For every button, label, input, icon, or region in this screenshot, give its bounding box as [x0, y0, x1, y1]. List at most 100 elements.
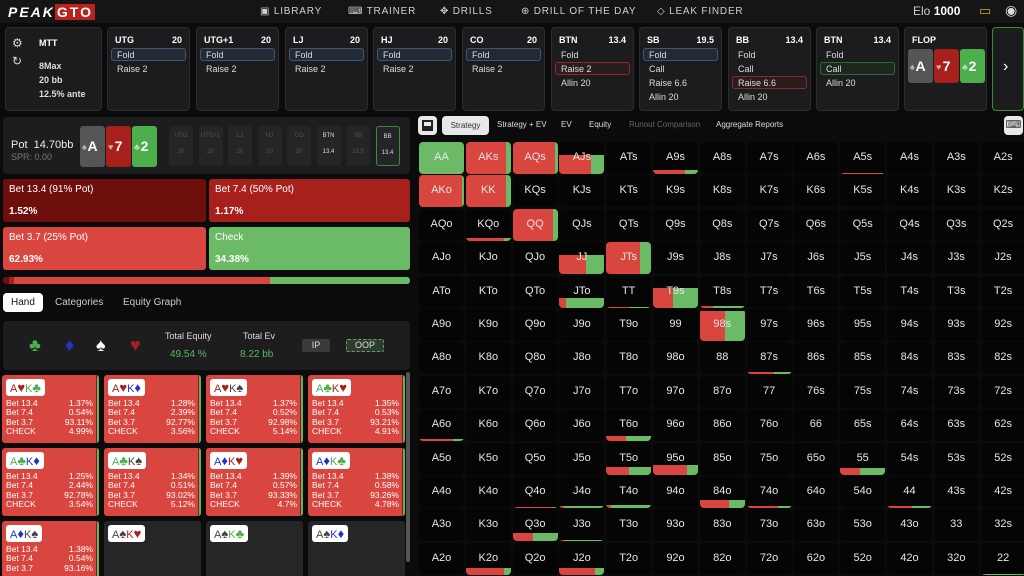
hand-cell[interactable]: 95o — [653, 442, 698, 475]
action-option[interactable]: Raise 6.6 — [649, 78, 688, 88]
hand-cell[interactable]: 77 — [746, 375, 792, 408]
hand-cell[interactable]: Q7o — [512, 375, 558, 408]
hand-cell[interactable]: J5s — [840, 242, 886, 275]
hand-cell[interactable]: 93s — [933, 309, 979, 341]
hand-cell[interactable]: 43s — [933, 476, 979, 508]
hand-cell[interactable]: 52o — [840, 542, 886, 575]
hand-cell[interactable]: T8o — [606, 342, 652, 375]
combo-card[interactable]: A♦K♠ Bet 13.4 1.38% Bet 7.4 0.54% Bet 3.7 93.1… — [2, 521, 99, 576]
hand-cell[interactable]: KJs — [559, 175, 605, 208]
hand-cell[interactable]: AQo — [419, 208, 464, 241]
hand-cell[interactable]: 64o — [793, 476, 839, 508]
hand-cell[interactable]: 75o — [746, 442, 792, 475]
hand-cell[interactable]: J5o — [559, 442, 605, 475]
logo[interactable]: PEAK GTO — [8, 4, 95, 20]
hand-cell[interactable]: 76s — [793, 375, 839, 408]
hand-cell[interactable]: Q5s — [840, 208, 886, 241]
hand-cell[interactable]: K8s — [699, 175, 745, 208]
diamond-filter-icon[interactable]: ♦ — [65, 335, 75, 355]
tab-aggregate-reports[interactable]: Aggregate Reports — [716, 120, 784, 129]
hand-cell[interactable]: J4o — [559, 476, 605, 508]
hand-cell[interactable]: ATo — [419, 275, 464, 308]
hand-cell[interactable]: 94s — [887, 309, 932, 341]
hand-cell[interactable]: 43o — [887, 509, 932, 542]
hand-cell[interactable]: KQs — [512, 175, 558, 208]
hand-cell[interactable]: J9s — [653, 242, 698, 275]
hand-cell[interactable]: Q7s — [746, 208, 792, 241]
hand-cell[interactable]: 32s — [980, 509, 1024, 542]
hand-cell[interactable]: A6o — [419, 409, 464, 442]
hand-cell[interactable]: 88 — [699, 342, 745, 375]
hand-cell[interactable]: 62s — [980, 409, 1024, 442]
action-option[interactable]: Allin 20 — [649, 92, 679, 102]
hand-cell[interactable]: 42o — [887, 542, 932, 575]
hand-cell[interactable]: J7s — [746, 242, 792, 275]
seat-hj[interactable]: HJ 20 — [257, 126, 282, 166]
action-option[interactable]: Raise 2 — [295, 64, 326, 74]
hand-cell[interactable]: 98o — [653, 342, 698, 375]
action-option[interactable]: Raise 2 — [555, 62, 630, 75]
hand-cell[interactable]: J3s — [933, 242, 979, 275]
action-option[interactable]: Fold — [643, 48, 718, 61]
action-option[interactable]: Raise 2 — [206, 64, 237, 74]
hand-cell[interactable]: A6s — [793, 142, 839, 174]
hand-cell[interactable]: 85o — [699, 442, 745, 475]
hand-cell[interactable]: 76o — [746, 409, 792, 442]
chevron-right-icon[interactable]: › — [1003, 58, 1009, 75]
hand-cell[interactable]: 84s — [887, 342, 932, 375]
combo-card[interactable]: A♣K♠ Bet 13.4 1.34% Bet 7.4 0.51% Bet 3.7 93.0… — [104, 448, 201, 516]
hand-cell[interactable]: T3s — [933, 275, 979, 308]
hand-cell[interactable]: 98s — [699, 309, 745, 341]
hand-cell[interactable]: 82o — [699, 542, 745, 575]
hand-cell[interactable]: AKs — [465, 142, 511, 174]
hand-cell[interactable]: A5o — [419, 442, 464, 475]
hand-cell[interactable]: K2s — [980, 175, 1024, 208]
hand-cell[interactable]: Q3o — [512, 509, 558, 542]
flop-card[interactable]: FLOP ♠ A ♥ 7 ♣ 2 — [904, 27, 987, 111]
combo-card[interactable]: A♥K♠ Bet 13.4 1.37% Bet 7.4 0.52% Bet 3.7 92.9… — [206, 375, 303, 443]
gamepad-icon[interactable]: ⌨ — [1004, 116, 1023, 135]
action-option[interactable]: Allin 20 — [561, 78, 591, 88]
hand-cell[interactable]: K7s — [746, 175, 792, 208]
hand-cell[interactable]: J7o — [559, 375, 605, 408]
hand-cell[interactable]: KK — [465, 175, 511, 208]
hand-cell[interactable]: 64s — [887, 409, 932, 442]
hand-cell[interactable]: 42s — [980, 476, 1024, 508]
nav-drills[interactable]: ✥ DRILLS — [440, 6, 493, 17]
hand-cell[interactable]: J6o — [559, 409, 605, 442]
seat-lj[interactable]: LJ 20 — [228, 126, 252, 166]
action-option[interactable]: Raise 2 — [383, 64, 414, 74]
hand-cell[interactable]: QQ — [512, 208, 558, 241]
hand-cell[interactable]: 55 — [840, 442, 886, 475]
combo-card[interactable]: A♦K♣ Bet 13.4 1.38% Bet 7.4 0.58% Bet 3.7 93.2… — [308, 448, 405, 516]
hand-cell[interactable]: T5o — [606, 442, 652, 475]
strategy-action-1[interactable]: Bet 7.4 (50% Pot) 1.17% — [209, 179, 410, 222]
hand-cell[interactable]: Q2s — [980, 208, 1024, 241]
hand-cell[interactable]: 87s — [746, 342, 792, 375]
hand-cell[interactable]: 75s — [840, 375, 886, 408]
hand-cell[interactable]: T3o — [606, 509, 652, 542]
hand-cell[interactable]: A5s — [840, 142, 886, 174]
hand-cell[interactable]: 65s — [840, 409, 886, 442]
tab-runout-comparison[interactable]: Runout Comparison — [629, 120, 701, 129]
hand-cell[interactable]: KTo — [465, 275, 511, 308]
hand-cell[interactable]: 54s — [887, 442, 932, 475]
hand-cell[interactable]: T6s — [793, 275, 839, 308]
hand-cell[interactable]: T4o — [606, 476, 652, 508]
seat-btn[interactable]: BTN 13.4 — [316, 126, 341, 166]
action-option[interactable]: Call — [738, 64, 754, 74]
action-option[interactable]: Fold — [738, 50, 756, 60]
hand-cell[interactable]: 66 — [793, 409, 839, 442]
hand-cell[interactable]: 32o — [933, 542, 979, 575]
hand-cell[interactable]: K9s — [653, 175, 698, 208]
nav-trainer[interactable]: ⌨ TRAINER — [348, 6, 417, 17]
combo-card[interactable]: A♥K♦ Bet 13.4 1.28% Bet 7.4 2.39% Bet 3.7 92.7… — [104, 375, 201, 443]
hand-cell[interactable]: 92s — [980, 309, 1024, 341]
hand-cell[interactable]: A3s — [933, 142, 979, 174]
hand-cell[interactable]: KJo — [465, 242, 511, 275]
hand-cell[interactable]: QJs — [559, 208, 605, 241]
hand-cell[interactable]: 86s — [793, 342, 839, 375]
hand-cell[interactable]: 83o — [699, 509, 745, 542]
hand-cell[interactable]: AJs — [559, 142, 605, 174]
hand-cell[interactable]: A8o — [419, 342, 464, 375]
